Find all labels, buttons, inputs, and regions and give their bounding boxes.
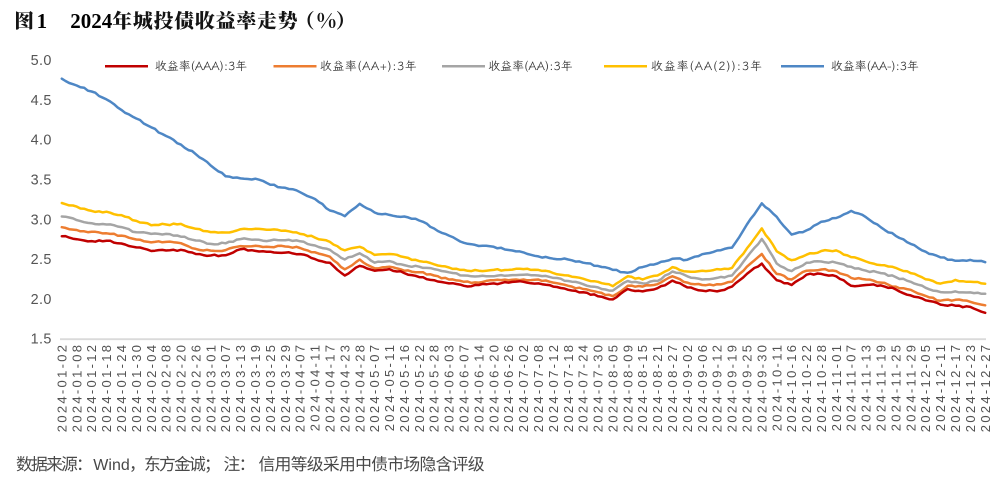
- svg-text:2024-02-20: 2024-02-20: [174, 343, 189, 433]
- svg-text:2024-10-16: 2024-10-16: [784, 343, 799, 433]
- svg-text:2024-11-29: 2024-11-29: [903, 343, 918, 432]
- svg-text:2024-07-24: 2024-07-24: [576, 343, 591, 433]
- svg-text:2024-03-19: 2024-03-19: [248, 343, 263, 433]
- svg-text:2024-08-05: 2024-08-05: [605, 343, 620, 433]
- svg-text:2024-07-12: 2024-07-12: [546, 343, 561, 433]
- svg-text:2024-09-30: 2024-09-30: [754, 343, 769, 433]
- svg-text:2024-02-04: 2024-02-04: [144, 343, 159, 433]
- svg-text:2024-03-13: 2024-03-13: [233, 343, 248, 433]
- svg-text:2024-01-30: 2024-01-30: [129, 343, 144, 433]
- svg-text:2024-11-01: 2024-11-01: [829, 343, 844, 432]
- svg-text:3.5: 3.5: [31, 172, 52, 188]
- svg-text:2024-12-17: 2024-12-17: [948, 343, 963, 433]
- svg-text:2024-09-19: 2024-09-19: [725, 343, 740, 433]
- svg-text:2024-03-07: 2024-03-07: [218, 343, 233, 433]
- svg-text:2024-06-07: 2024-06-07: [457, 343, 472, 433]
- svg-text:2024-01-12: 2024-01-12: [84, 343, 99, 433]
- svg-text:2024-08-21: 2024-08-21: [650, 343, 665, 433]
- svg-text:2024-05-22: 2024-05-22: [412, 343, 427, 433]
- svg-text:2024-06-26: 2024-06-26: [501, 343, 516, 433]
- svg-text:2024-06-03: 2024-06-03: [442, 343, 457, 433]
- svg-text:2024-02-08: 2024-02-08: [159, 343, 174, 433]
- svg-text:2024-11-13: 2024-11-13: [859, 343, 874, 432]
- svg-text:2024: 2024: [70, 9, 113, 33]
- svg-text:2024-01-02: 2024-01-02: [54, 343, 69, 433]
- svg-text:2024-04-07: 2024-04-07: [293, 343, 308, 433]
- svg-text:2024-05-16: 2024-05-16: [397, 343, 412, 433]
- svg-text:2024-04-11: 2024-04-11: [308, 343, 323, 432]
- svg-text:5.0: 5.0: [31, 53, 52, 69]
- svg-text:2024-12-05: 2024-12-05: [918, 343, 933, 433]
- svg-text:2024-09-25: 2024-09-25: [740, 343, 755, 433]
- svg-text:2024-07-02: 2024-07-02: [516, 343, 531, 433]
- svg-text:2024-09-12: 2024-09-12: [710, 343, 725, 433]
- svg-text:2024-10-11: 2024-10-11: [769, 343, 784, 432]
- svg-text:3.0: 3.0: [31, 212, 52, 228]
- svg-text:2024-08-27: 2024-08-27: [665, 343, 680, 433]
- svg-text:2024-01-24: 2024-01-24: [114, 343, 129, 433]
- svg-text:Wind: Wind: [93, 457, 129, 474]
- svg-text:1.5: 1.5: [31, 332, 52, 348]
- svg-text:2024-10-28: 2024-10-28: [814, 343, 829, 433]
- svg-text:2024-07-08: 2024-07-08: [531, 343, 546, 433]
- svg-text:2.5: 2.5: [31, 252, 52, 268]
- svg-text:2024-01-08: 2024-01-08: [69, 343, 84, 433]
- svg-text:2024-07-30: 2024-07-30: [591, 343, 606, 433]
- svg-text:2024-08-09: 2024-08-09: [620, 343, 635, 433]
- svg-text:2024-05-28: 2024-05-28: [427, 343, 442, 433]
- svg-text:2024-12-27: 2024-12-27: [978, 343, 993, 433]
- svg-text:2024-04-23: 2024-04-23: [337, 343, 352, 433]
- svg-text:2024-04-28: 2024-04-28: [352, 343, 367, 433]
- svg-text:1: 1: [37, 9, 48, 33]
- svg-text:4.0: 4.0: [31, 133, 52, 149]
- svg-text:2024-05-07: 2024-05-07: [367, 343, 382, 433]
- svg-text:2024-11-07: 2024-11-07: [844, 343, 859, 432]
- svg-text:2024-04-17: 2024-04-17: [323, 343, 338, 433]
- svg-text:2024-11-25: 2024-11-25: [888, 343, 903, 432]
- svg-text:2024-03-25: 2024-03-25: [263, 343, 278, 433]
- svg-text:2024-02-26: 2024-02-26: [188, 343, 203, 433]
- svg-text:2024-12-11: 2024-12-11: [933, 343, 948, 432]
- svg-text:2024-09-02: 2024-09-02: [680, 343, 695, 433]
- svg-text:2024-10-22: 2024-10-22: [799, 343, 814, 433]
- svg-text:2024-12-23: 2024-12-23: [963, 343, 978, 433]
- svg-text:2024-06-20: 2024-06-20: [486, 343, 501, 433]
- svg-text:2024-07-18: 2024-07-18: [561, 343, 576, 433]
- svg-text:2024-03-29: 2024-03-29: [278, 343, 293, 433]
- svg-text:2024-08-15: 2024-08-15: [635, 343, 650, 433]
- svg-text:2024-05-11: 2024-05-11: [382, 343, 397, 432]
- svg-text:4.5: 4.5: [31, 93, 52, 109]
- svg-text:2024-01-18: 2024-01-18: [99, 343, 114, 433]
- svg-text:2024-06-14: 2024-06-14: [471, 343, 486, 433]
- svg-text:2.0: 2.0: [31, 292, 52, 308]
- svg-text:2024-03-01: 2024-03-01: [203, 343, 218, 433]
- svg-text:2024-11-19: 2024-11-19: [874, 343, 889, 432]
- svg-text:2024-09-06: 2024-09-06: [695, 343, 710, 433]
